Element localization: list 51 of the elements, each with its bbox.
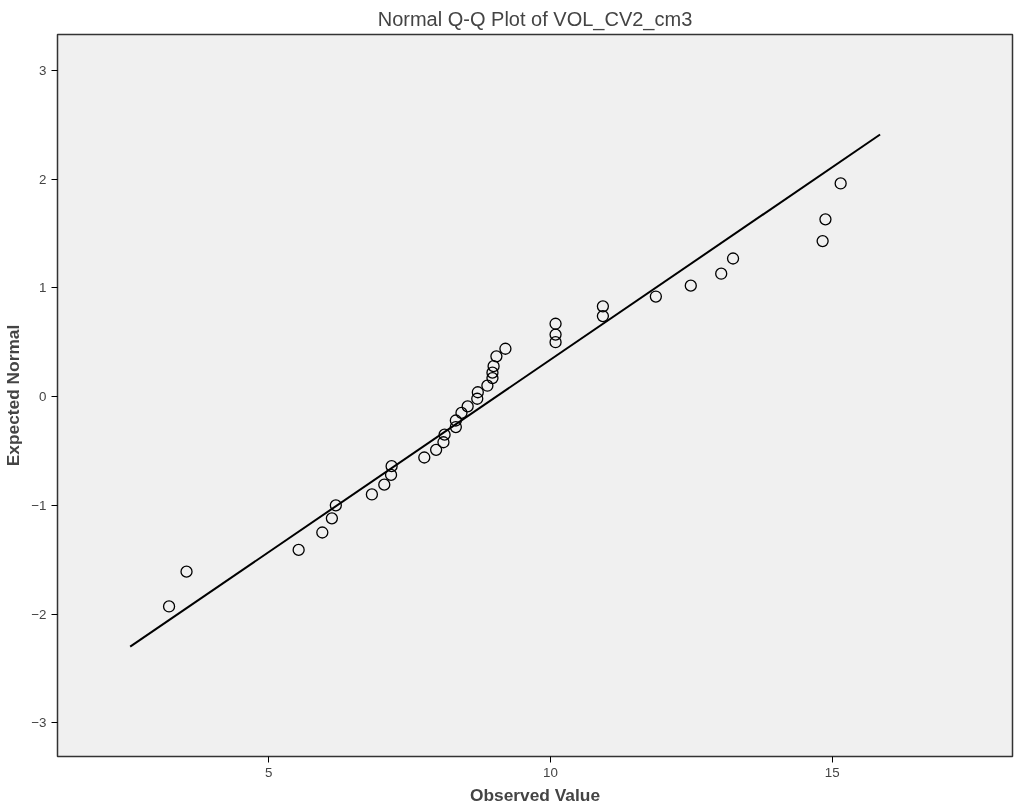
point [384,468,398,482]
point [715,267,728,280]
y-tick-label: −2 [31,606,47,622]
point [486,371,499,385]
point [461,400,474,413]
point [549,317,562,330]
point [486,366,499,379]
point [816,234,829,248]
point [481,379,494,392]
point [316,526,329,539]
point [499,342,512,355]
point [449,414,462,427]
point [162,600,176,613]
point [487,360,500,373]
point [418,451,431,464]
point [596,309,610,323]
y-tick-label: −3 [31,715,47,731]
point [180,565,193,578]
point [385,460,398,473]
point [365,488,379,501]
x-axis-title: Observed Value [469,784,601,805]
x-tick-label: 10 [543,764,558,780]
point [292,543,305,557]
y-tick-label: −1 [31,497,47,513]
y-tick-label: 3 [39,62,47,78]
point [449,420,462,434]
point [549,336,562,349]
point [471,392,484,405]
x-tick-label: 5 [265,764,273,780]
point [329,499,342,512]
y-tick-label: 2 [39,171,47,187]
y-tick-label: 1 [39,280,47,296]
point [429,443,443,457]
point [490,350,503,363]
point [455,406,468,420]
x-tick-label: 15 [824,764,840,780]
point [471,386,484,399]
point [438,428,451,441]
point [549,328,562,341]
point [819,213,832,226]
point [684,279,697,292]
point [325,512,339,525]
point [437,436,450,449]
chart-title: Normal Q-Q Plot of VOL_CV2_cm3 [377,7,693,31]
point [378,478,391,491]
point [596,300,610,313]
point [834,177,847,190]
point [726,252,740,265]
y-axis-title: Expected Normal [3,324,24,467]
point [649,290,662,303]
y-tick-label: 0 [39,389,47,405]
